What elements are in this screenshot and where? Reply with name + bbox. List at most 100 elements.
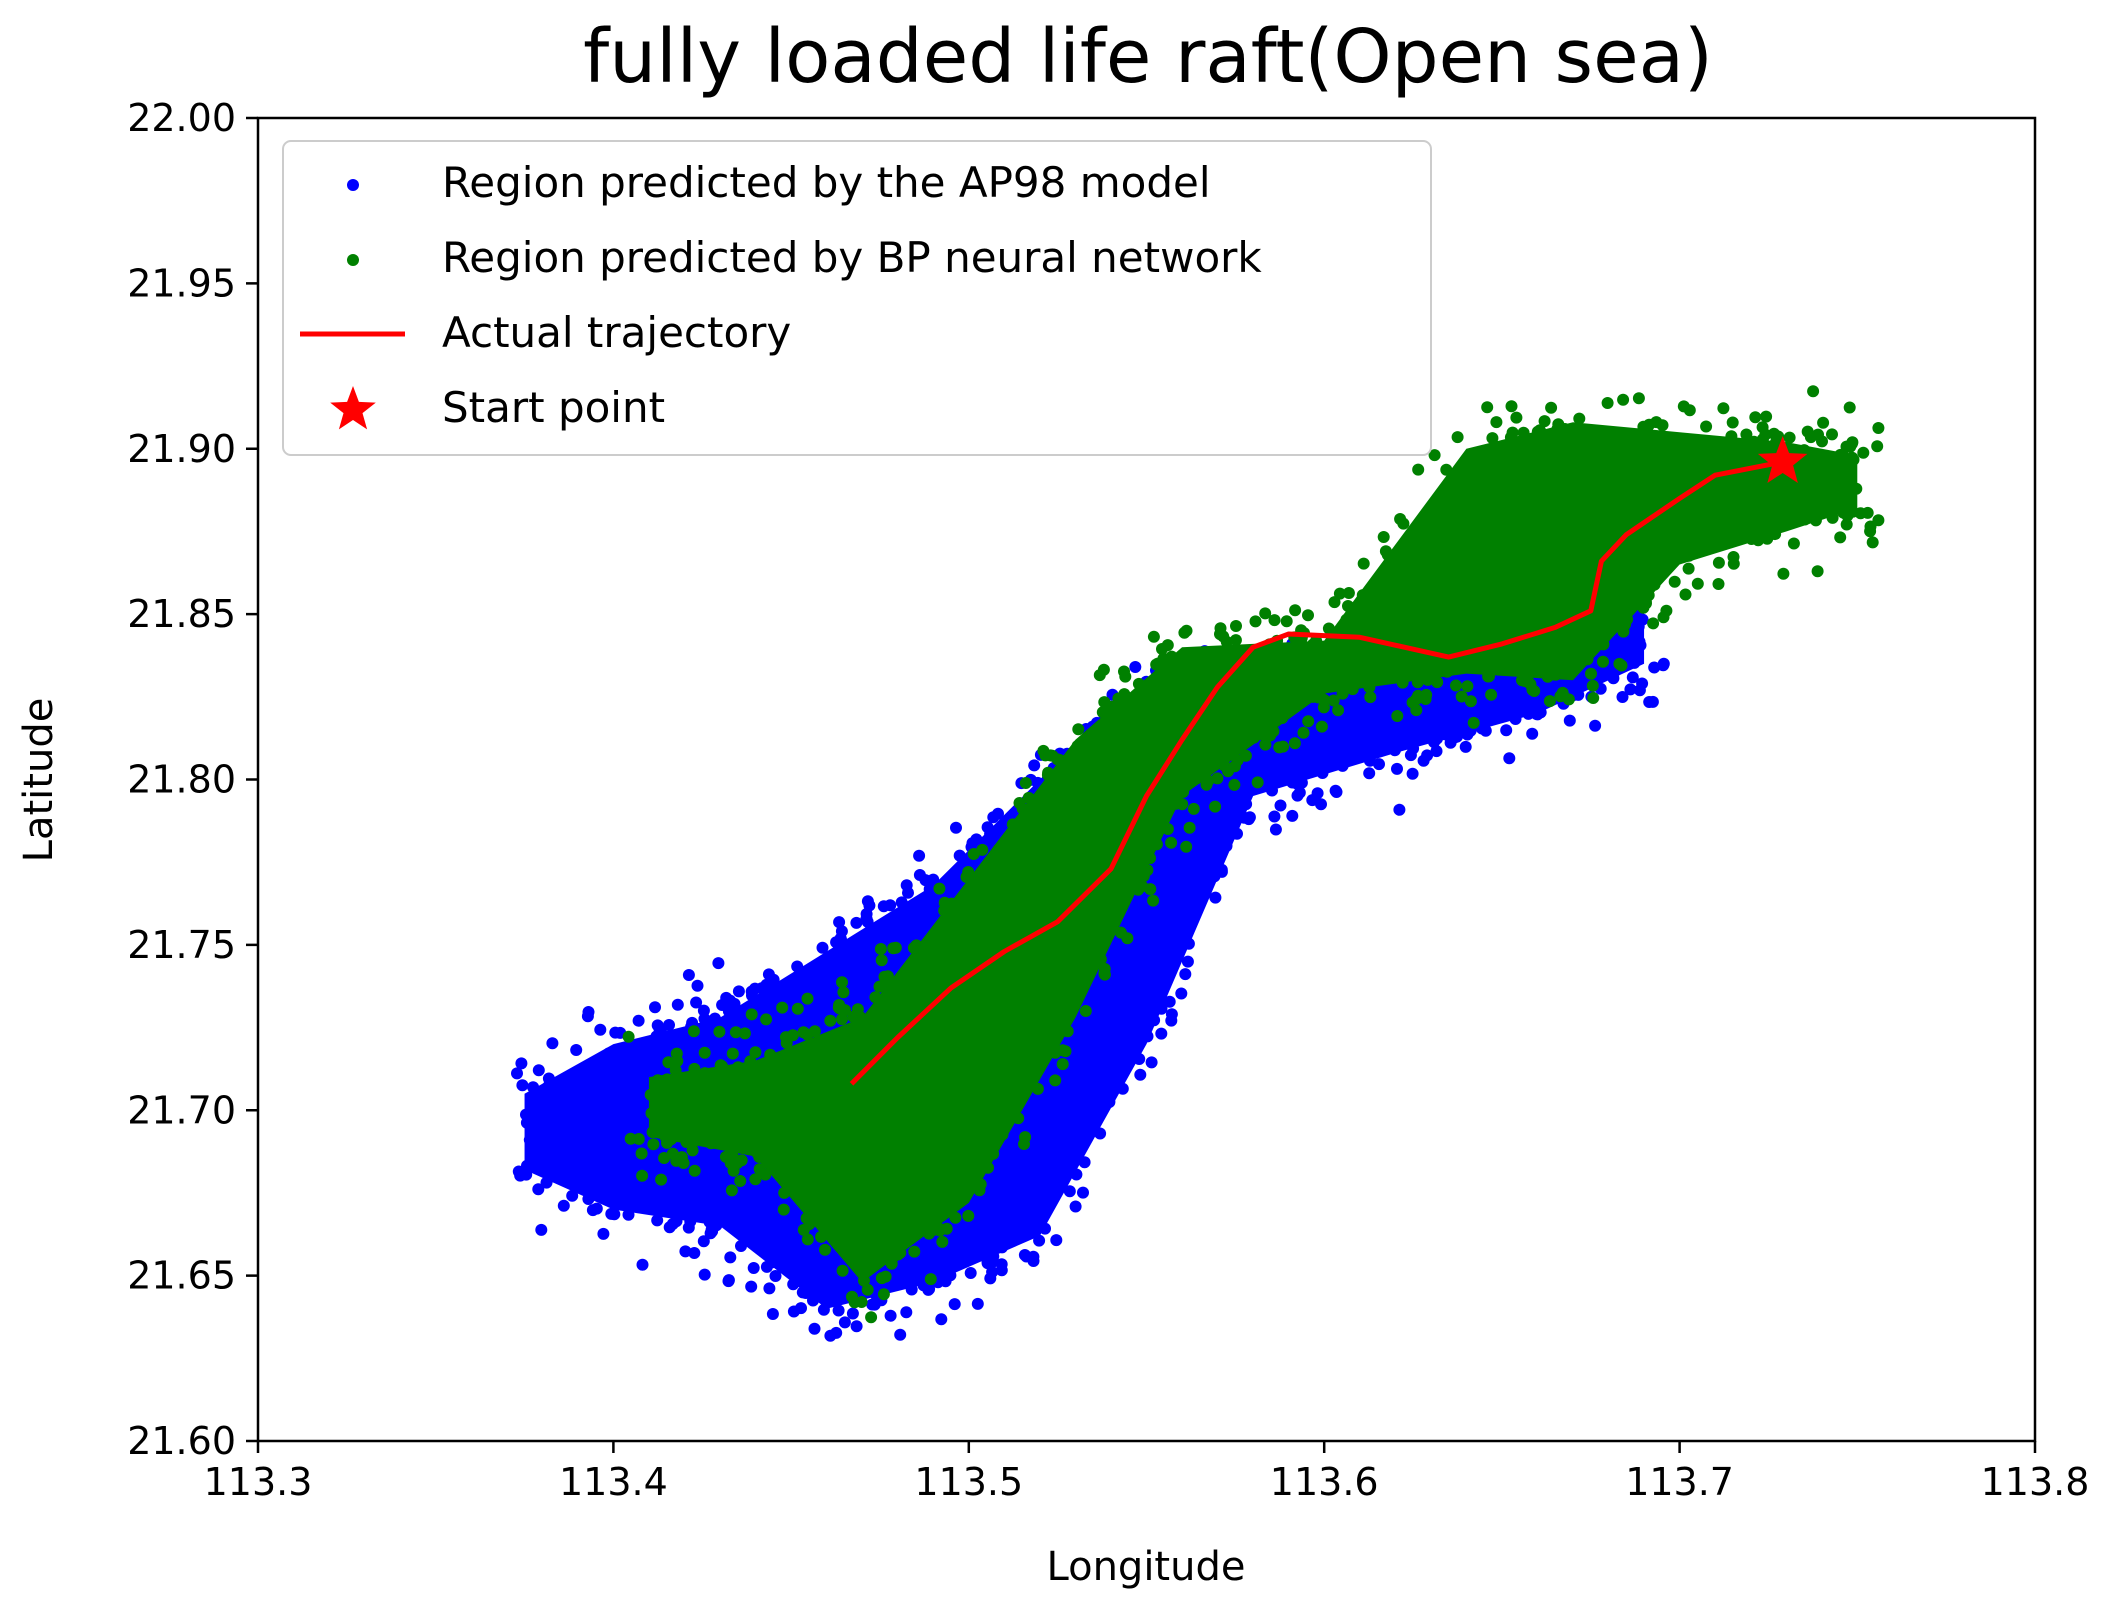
scatter-point (907, 941, 920, 954)
scatter-point (731, 1198, 744, 1211)
scatter-point (1104, 729, 1117, 741)
scatter-point (1620, 466, 1633, 479)
scatter-point (1019, 777, 1032, 789)
scatter-point (1614, 519, 1627, 532)
scatter-point (1150, 658, 1163, 671)
scatter-point (1587, 692, 1600, 704)
scatter-point (1492, 470, 1505, 482)
scatter-point (1077, 1186, 1089, 1199)
scatter-point (1044, 907, 1057, 920)
legend: Region predicted by the AP98 model Regio… (282, 140, 1432, 456)
x-tick-label: 113.7 (1625, 1460, 1734, 1504)
scatter-point (569, 1142, 582, 1155)
scatter-point (1648, 578, 1661, 591)
scatter-point (546, 1133, 559, 1146)
scatter-point (532, 1183, 545, 1196)
scatter-point (600, 1153, 613, 1166)
y-tick-label: 21.75 (127, 923, 236, 967)
scatter-point (1485, 610, 1498, 623)
scatter-point (1000, 1097, 1013, 1110)
scatter-point (769, 1270, 782, 1282)
scatter-point (1683, 524, 1696, 537)
scatter-point (1027, 1255, 1040, 1267)
scatter-point (1675, 444, 1688, 457)
scatter-point (1721, 492, 1734, 505)
scatter-point (1396, 676, 1409, 689)
scatter-point (546, 1037, 559, 1050)
scatter-point (1074, 759, 1087, 771)
scatter-point (1208, 717, 1221, 730)
scatter-point (1068, 1037, 1081, 1050)
scatter-point (1391, 573, 1404, 586)
scatter-point (1126, 789, 1138, 802)
scatter-point (570, 1044, 583, 1056)
scatter-point (1153, 856, 1166, 869)
scatter-point (1220, 635, 1233, 648)
scatter-point (962, 1209, 975, 1222)
scatter-point (1442, 571, 1455, 584)
scatter-point (900, 1306, 913, 1319)
scatter-point (1327, 694, 1340, 707)
scatter-point (981, 1257, 994, 1270)
scatter-point (1155, 704, 1168, 717)
scatter-point (1774, 492, 1786, 505)
scatter-point (1035, 1202, 1048, 1215)
scatter-point (1431, 676, 1444, 689)
scatter-point (1717, 446, 1730, 459)
scatter-point (1695, 512, 1708, 525)
scatter-point (836, 976, 848, 989)
scatter-point (651, 1085, 664, 1098)
scatter-point (720, 1209, 732, 1222)
scatter-point (1726, 416, 1739, 429)
scatter-point (725, 1184, 738, 1197)
scatter-point (1372, 592, 1385, 605)
scatter-point (647, 1138, 660, 1151)
scatter-point (993, 1076, 1006, 1089)
scatter-point (671, 1103, 684, 1116)
scatter-point (1178, 744, 1191, 757)
scatter-point (566, 1161, 579, 1173)
scatter-point (1162, 877, 1175, 890)
scatter-point (879, 1270, 892, 1283)
scatter-point (1477, 722, 1490, 735)
scatter-point (1714, 455, 1727, 468)
scatter-point (1626, 671, 1639, 684)
scatter-point (1342, 613, 1355, 625)
scatter-point (541, 1145, 554, 1158)
scatter-point (1028, 995, 1041, 1008)
scatter-point (622, 1030, 635, 1043)
scatter-point (790, 1044, 803, 1057)
scatter-point (947, 1083, 959, 1095)
scatter-point (1161, 639, 1174, 652)
scatter-point (735, 1240, 747, 1252)
scatter-point (837, 1205, 850, 1218)
scatter-point (1617, 625, 1630, 638)
scatter-point (777, 1203, 790, 1216)
scatter-point (602, 1047, 615, 1060)
scatter-point (1679, 588, 1692, 601)
scatter-point (1773, 508, 1786, 521)
scatter-point (1486, 432, 1499, 445)
scatter-point (1505, 400, 1518, 413)
scatter-point (847, 1131, 860, 1144)
scatter-point (1872, 422, 1885, 434)
scatter-point (1643, 696, 1656, 708)
scatter-point (1156, 984, 1169, 997)
scatter-point (795, 1302, 807, 1315)
scatter-point (1792, 504, 1805, 517)
scatter-point (1070, 1168, 1083, 1181)
y-tick-label: 22.00 (127, 96, 236, 140)
scatter-point (996, 1241, 1008, 1254)
scatter-point (1107, 830, 1120, 843)
scatter-point (1483, 578, 1496, 591)
scatter-point (1397, 517, 1410, 530)
scatter-point (1155, 1027, 1168, 1040)
scatter-point (658, 1152, 671, 1164)
scatter-point (1344, 728, 1356, 741)
scatter-point (1794, 465, 1807, 478)
scatter-point (1575, 431, 1588, 444)
scatter-point (692, 1091, 705, 1104)
scatter-point (885, 1257, 898, 1270)
scatter-point (1356, 589, 1369, 602)
scatter-point (527, 1081, 540, 1094)
